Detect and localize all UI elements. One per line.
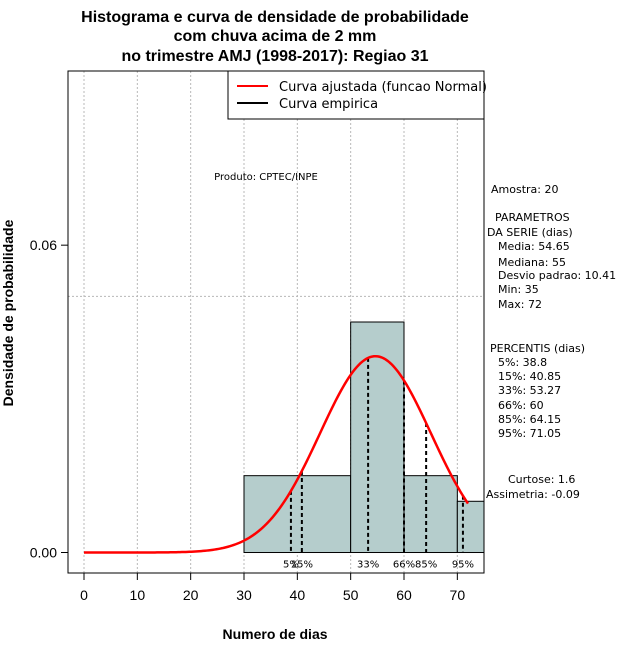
stat-p5: 5%: 38.8 xyxy=(498,356,547,369)
percentile-markers: 5%15% 33% 66% 85% 95% xyxy=(283,357,474,571)
legend: Curva ajustada (funcao Normal) Curva emp… xyxy=(227,70,487,120)
stat-percentis-title: PERCENTIS (dias) xyxy=(490,342,585,355)
x-axis: 0 10 20 30 40 50 60 70 xyxy=(80,572,466,603)
histogram-bar xyxy=(456,500,485,554)
histogram-bar xyxy=(243,475,352,554)
x-tick-label: 60 xyxy=(396,587,412,603)
title-line-2: com chuva acima de 2 mm xyxy=(174,28,377,45)
legend-box xyxy=(227,70,485,120)
x-tick-label: 70 xyxy=(450,587,466,603)
product-note: Produto: CPTEC/INPE xyxy=(214,172,318,183)
y-tick-label: 0.00 xyxy=(30,545,57,561)
x-axis-title: Numero de dias xyxy=(222,626,327,642)
stats-panel: Amostra: 20 PARAMETROS DA SERIE (dias) M… xyxy=(486,183,616,501)
x-tick-label: 50 xyxy=(343,587,359,603)
grid-lines xyxy=(68,71,484,573)
y-axis-title: Densidade de probabilidade xyxy=(0,219,16,406)
stat-mediana: Mediana: 55 xyxy=(498,256,566,269)
stat-p33: 33%: 53.27 xyxy=(498,384,561,397)
x-tick-label: 20 xyxy=(183,587,199,603)
stat-amostra: Amostra: 20 xyxy=(491,183,558,196)
x-tick-label: 40 xyxy=(290,587,306,603)
stat-p85: 85%: 64.15 xyxy=(498,413,561,426)
x-tick-label: 30 xyxy=(236,587,252,603)
legend-label-fit: Curva ajustada (funcao Normal) xyxy=(279,80,487,95)
percentile-label: 33% xyxy=(357,560,379,571)
histogram-bars xyxy=(243,321,485,554)
stat-parametros-title: PARAMETROS xyxy=(495,211,570,224)
stat-assimetria: Assimetria: -0.09 xyxy=(486,488,580,501)
stat-da-serie: DA SERIE (dias) xyxy=(487,226,573,239)
stat-max: Max: 72 xyxy=(498,298,542,311)
title-line-3: no trimestre AMJ (1998-2017): Regiao 31 xyxy=(121,48,428,65)
title-line-1: Histograma e curva de densidade de proba… xyxy=(81,9,469,26)
stat-desvio: Desvio padrao: 10.41 xyxy=(498,269,616,282)
x-tick-label: 0 xyxy=(80,587,88,603)
percentile-label: 5% xyxy=(283,560,299,571)
x-tick-label: 10 xyxy=(130,587,146,603)
histogram-bar xyxy=(350,321,405,554)
percentile-label: 66% xyxy=(393,560,415,571)
y-tick-label: 0.06 xyxy=(30,237,57,253)
legend-label-empirical: Curva empirica xyxy=(279,97,378,112)
percentile-label: 15% xyxy=(291,560,313,571)
y-axis: 0.00 0.06 xyxy=(30,237,69,561)
stat-p66: 66%: 60 xyxy=(498,399,544,412)
stat-min: Min: 35 xyxy=(498,283,539,296)
normal-fit-curve xyxy=(84,354,470,554)
percentile-label: 95% xyxy=(452,560,474,571)
stat-media: Media: 54.65 xyxy=(498,240,570,253)
histogram-bar xyxy=(403,475,458,554)
stat-p15: 15%: 40.85 xyxy=(498,370,561,383)
percentile-label: 85% xyxy=(415,560,437,571)
stat-curtose: Curtose: 1.6 xyxy=(508,473,575,486)
chart-title: Histograma e curva de densidade de proba… xyxy=(81,9,469,65)
stat-p95: 95%: 71.05 xyxy=(498,427,561,440)
